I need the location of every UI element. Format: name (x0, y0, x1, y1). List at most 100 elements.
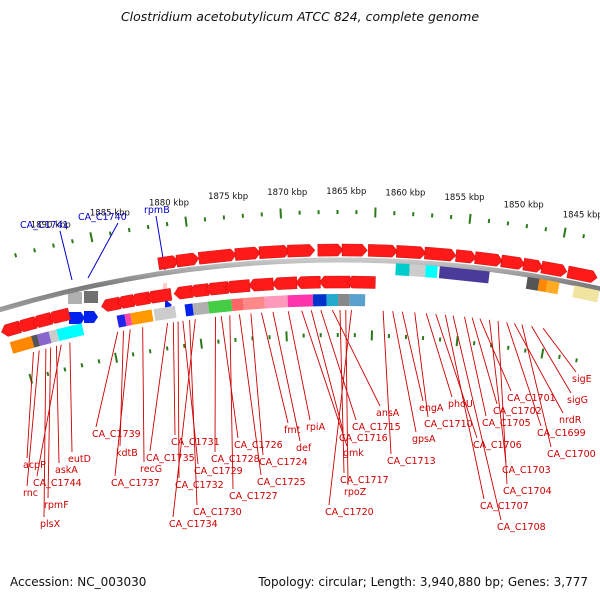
outer-tick (71, 239, 74, 244)
outer-tick (562, 227, 567, 238)
scale-label: 1880 kbp (149, 199, 189, 209)
gene-block (116, 314, 127, 328)
gene-label: CA_C1725 (257, 477, 306, 488)
inner-tick (148, 349, 152, 354)
gene-block (409, 264, 426, 278)
outer-tick (184, 216, 188, 227)
gene-label: CA_C1727 (229, 491, 278, 502)
gene-arrow (48, 307, 71, 324)
inner-tick (199, 338, 203, 349)
gene-label: CA_C1705 (482, 418, 531, 429)
gene-label: nrdR (559, 415, 582, 426)
scale-label: 1890 kbp (31, 221, 71, 231)
gene-leader (261, 312, 289, 424)
gene-leader (320, 310, 357, 421)
gene-leader (95, 331, 119, 428)
outer-tick (146, 224, 150, 230)
gene-leader (513, 323, 564, 414)
inner-tick (114, 352, 119, 363)
gene-leader (531, 325, 572, 394)
gene-arrow (395, 245, 427, 259)
gene-block (153, 305, 177, 321)
gene-label: acpP (23, 460, 46, 471)
gene-label: CA_C1716 (339, 433, 388, 444)
inner-tick (183, 343, 186, 349)
gene-arrow (346, 275, 376, 289)
gene-leader (36, 344, 62, 477)
gene-block (424, 265, 438, 278)
inner-tick (131, 352, 135, 357)
inner-tick (97, 359, 101, 364)
outer-tick (544, 227, 548, 232)
gene-leader (382, 310, 392, 455)
gene-arrow (248, 277, 274, 292)
gene-label: CA_C1710 (424, 419, 473, 430)
scale-label: 1865 kbp (326, 187, 366, 197)
gene-leader (521, 324, 552, 448)
gene-block (163, 283, 167, 293)
diagram-title: Clostridium acetobutylicum ATCC 824, com… (120, 9, 480, 24)
inner-tick (46, 371, 50, 377)
gene-arrow (271, 276, 298, 290)
scale-label: 1860 kbp (385, 189, 425, 199)
gene-arrow (146, 288, 173, 304)
gene-block (338, 294, 350, 307)
outer-tick (582, 234, 586, 239)
gene-block (56, 323, 85, 341)
gene-leader (471, 317, 498, 405)
gene-block (395, 263, 410, 277)
gene-label: CA_C1720 (325, 507, 374, 518)
gene-arrow (424, 246, 457, 262)
gene-label: CA_C1699 (537, 428, 586, 439)
gene-label: ansA (376, 408, 400, 419)
gene-labels: acpP rnc plsX rpmF askA CA_C1744 eutD CA_C1739k… (23, 309, 596, 533)
inner-tick (165, 346, 169, 351)
accession-text: Accession: NC_003030 (10, 575, 147, 589)
gene-leader (328, 310, 352, 506)
gene-label: CA_C1715 (352, 422, 401, 433)
gene-block (36, 331, 52, 347)
gene-label: CA_C1713 (387, 456, 436, 467)
outer-tick (33, 248, 37, 253)
gene-leader (220, 316, 239, 439)
gene-leader (229, 315, 234, 490)
gene-label: CA_C1704 (503, 486, 552, 497)
gene-leader (542, 327, 577, 373)
highlight-label: CA_C1741 (20, 220, 69, 231)
scale-label: 1875 kbp (208, 192, 248, 202)
gene-block (326, 294, 339, 307)
gene-leader (272, 311, 301, 442)
gene-label: CA_C1726 (234, 440, 283, 451)
gene-block (287, 294, 314, 308)
gene-leader (345, 310, 349, 486)
gene-label: engA (419, 403, 444, 414)
gene-block (537, 278, 548, 293)
gene-label: eutD (68, 454, 91, 465)
gene-label: CA_C1702 (493, 406, 542, 417)
gene-leader (250, 313, 264, 456)
gene-arrow (205, 281, 229, 296)
highlight-gene-arrow (84, 311, 98, 323)
gene-block (264, 295, 289, 309)
gene-arrow (197, 248, 237, 265)
gene-leader (149, 323, 169, 452)
gene-label: CA_C1730 (193, 507, 242, 518)
gene-arrow (287, 244, 316, 258)
inner-tick (575, 358, 578, 363)
inner-tick (540, 348, 545, 359)
gene-label: CA_C1708 (497, 522, 546, 533)
outer-tick (506, 221, 510, 226)
gene-arrow (455, 249, 477, 264)
gene-leader (497, 320, 508, 485)
gene-arrow (367, 244, 398, 258)
gene-block (545, 280, 560, 295)
gene-label: CA_C1707 (480, 501, 529, 512)
gene-leader (119, 330, 124, 447)
outer-tick (89, 232, 94, 243)
gene-leader (177, 321, 180, 479)
gene-leader (172, 322, 176, 436)
gene-label: CA_C1744 (33, 478, 82, 489)
gene-arrow (234, 246, 261, 261)
gene-arrow (175, 252, 200, 268)
gene-leader (114, 329, 131, 477)
